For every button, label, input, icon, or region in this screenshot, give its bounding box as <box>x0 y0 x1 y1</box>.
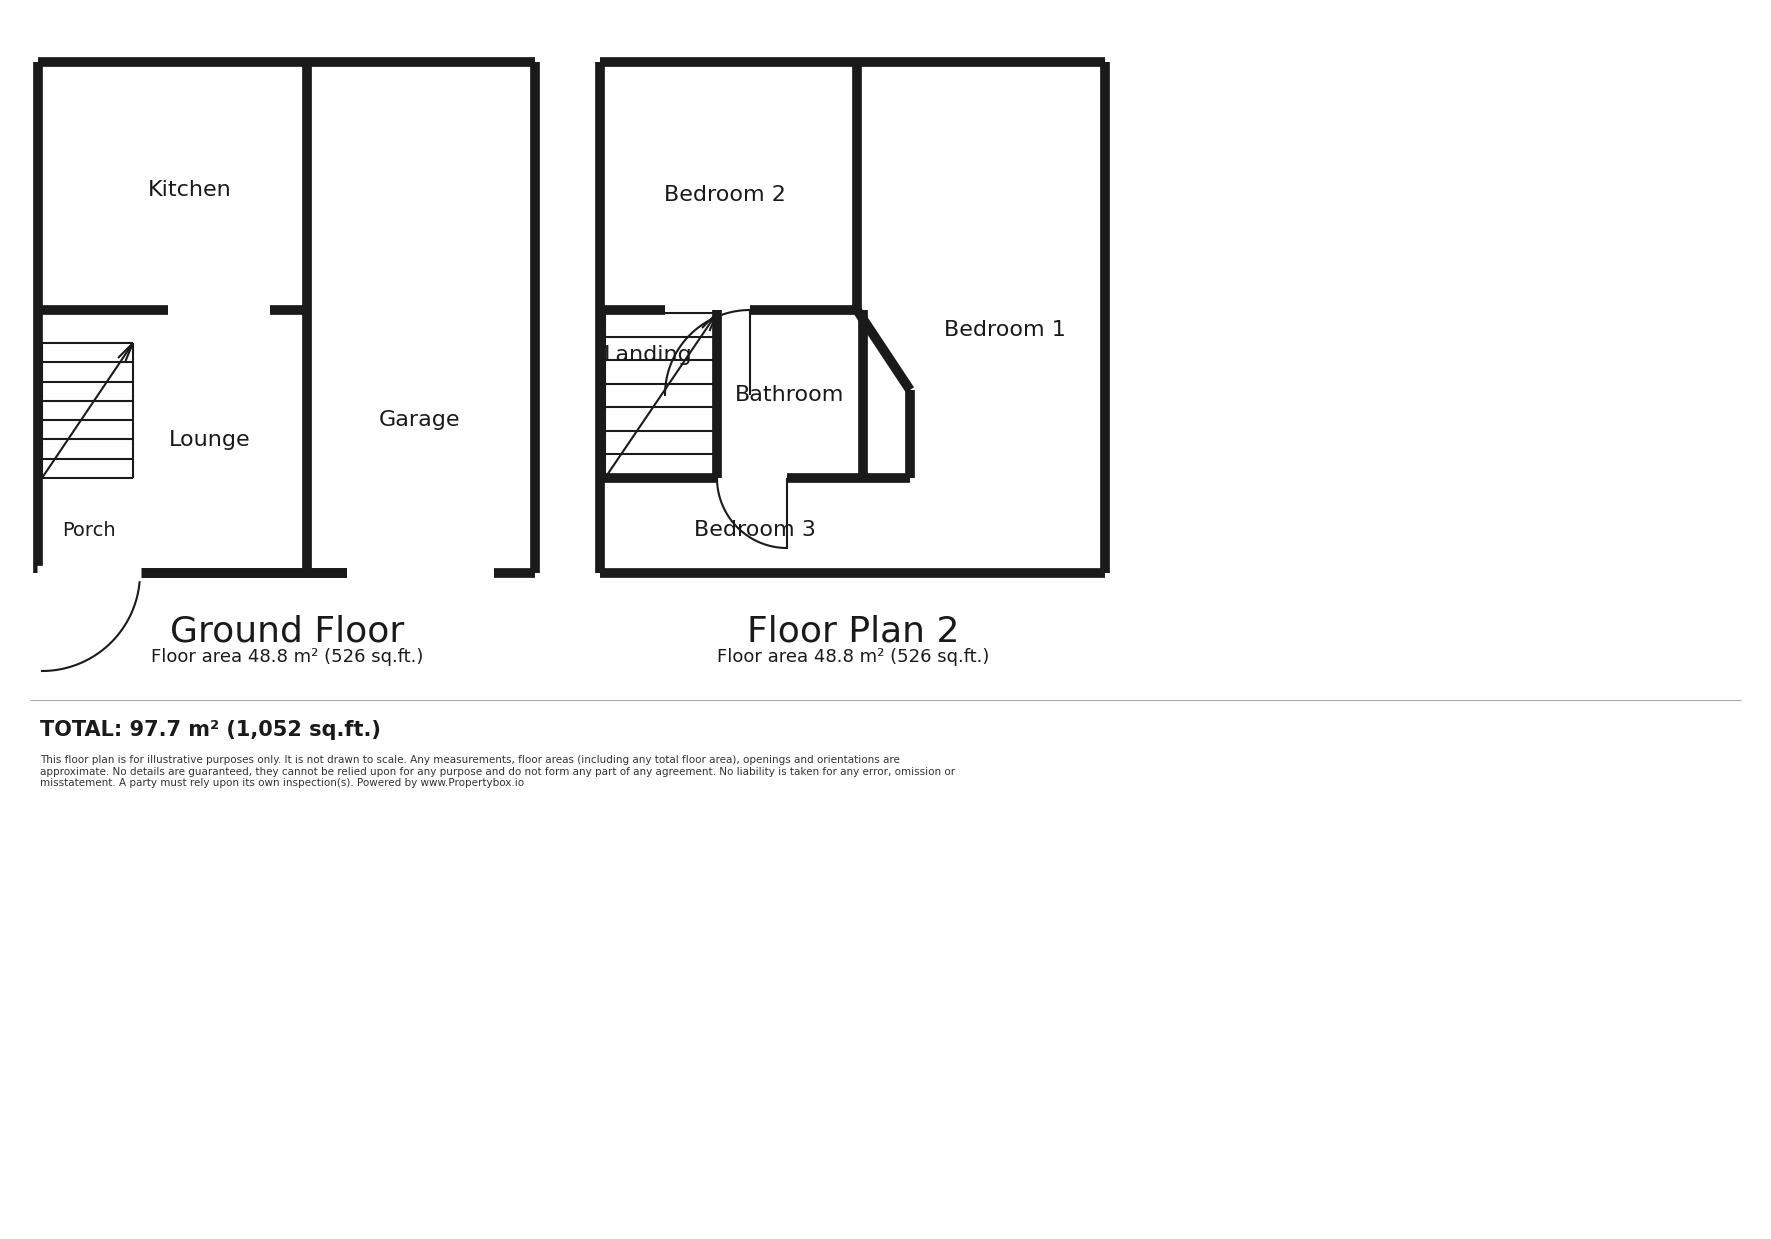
Text: Bedroom 1: Bedroom 1 <box>944 320 1066 339</box>
Text: Bathroom: Bathroom <box>735 385 845 405</box>
Text: This floor plan is for illustrative purposes only. It is not drawn to scale. Any: This floor plan is for illustrative purp… <box>41 755 955 788</box>
Text: Floor Plan 2: Floor Plan 2 <box>747 615 960 649</box>
Text: Kitchen: Kitchen <box>149 180 232 199</box>
Text: Landing: Landing <box>604 344 692 366</box>
Text: Bedroom 2: Bedroom 2 <box>664 185 786 204</box>
Text: Garage: Garage <box>379 410 460 430</box>
Text: Floor area 48.8 m² (526 sq.ft.): Floor area 48.8 m² (526 sq.ft.) <box>151 648 423 667</box>
Text: Bedroom 3: Bedroom 3 <box>694 520 816 540</box>
Text: TOTAL: 97.7 m² (1,052 sq.ft.): TOTAL: 97.7 m² (1,052 sq.ft.) <box>41 720 381 740</box>
Text: Porch: Porch <box>62 520 115 539</box>
Text: Floor area 48.8 m² (526 sq.ft.): Floor area 48.8 m² (526 sq.ft.) <box>717 648 990 667</box>
Text: Ground Floor: Ground Floor <box>170 615 404 649</box>
Text: Lounge: Lounge <box>170 430 251 450</box>
